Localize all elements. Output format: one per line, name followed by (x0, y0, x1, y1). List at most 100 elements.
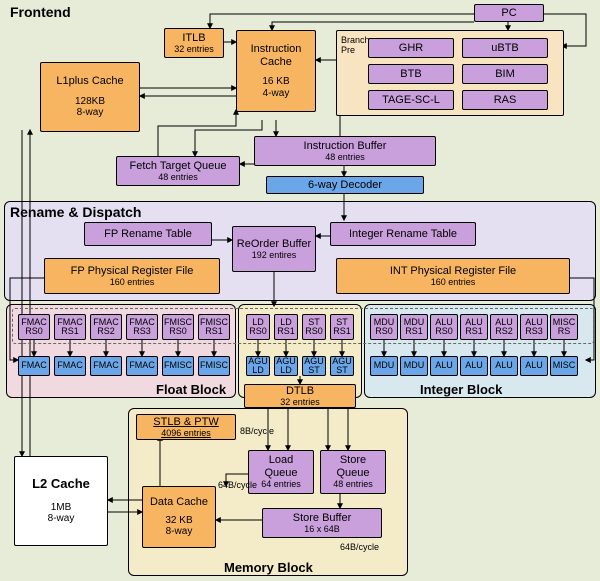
itlb-s: 32 entries (174, 44, 214, 54)
title-frontend: Frontend (10, 4, 71, 20)
int-prf-t: INT Physical Register File (390, 265, 516, 278)
ras-l: RAS (494, 94, 517, 107)
float-rs-3: FMAC RS3 (126, 314, 158, 340)
mem-ex-0: AGU LD (246, 356, 270, 376)
int-rs-5: ALU RS3 (520, 314, 548, 340)
pc-label: PC (501, 7, 516, 20)
fp-rename-l: FP Rename Table (104, 228, 192, 241)
ras-box: RAS (462, 90, 548, 110)
mem-rs-2: ST RS0 (302, 314, 326, 340)
sbuf-box: Store Buffer 16 x 64B (262, 508, 382, 538)
ftq-box: Fetch Target Queue 48 entries (116, 156, 240, 186)
fp-prf-box: FP Physical Register File 160 entries (44, 258, 220, 294)
float-rs-4: FMISC RS0 (162, 314, 194, 340)
int-rs-3: ALU RS1 (460, 314, 488, 340)
l1plus-t: L1plus Cache (56, 75, 123, 88)
float-ex-3: FMAC (126, 356, 158, 376)
dcache-box: Data Cache 32 KB 8-way (142, 486, 216, 548)
int-ex-3: ALU (460, 356, 488, 376)
int-rs-4: ALU RS2 (490, 314, 518, 340)
loadq-box: Load Queue 64 entries (248, 450, 314, 494)
ibuf-t: Instruction Buffer (304, 140, 387, 153)
float-rs-0: FMAC RS0 (18, 314, 50, 340)
dtlb-s: 32 entries (280, 397, 320, 407)
mem-rs-3: ST RS1 (330, 314, 354, 340)
bw1-label: 8B/cycle (240, 426, 274, 436)
float-rs-1: FMAC RS1 (54, 314, 86, 340)
ghr-box: GHR (368, 38, 454, 58)
title-rename: Rename & Dispatch (10, 204, 141, 220)
stlb-s: 4096 entries (161, 428, 211, 438)
loadq-t: Load Queue (251, 454, 311, 479)
ftq-t: Fetch Target Queue (129, 160, 226, 173)
l2-s2: 8-way (48, 513, 75, 525)
btb-box: BTB (368, 64, 454, 84)
float-ex-4: FMISC (162, 356, 194, 376)
ghr-l: GHR (399, 42, 423, 55)
int-ex-2: ALU (430, 356, 458, 376)
rob-t: ReOrder Buffer (237, 238, 311, 251)
bim-box: BIM (462, 64, 548, 84)
int-rs-2: ALU RS0 (430, 314, 458, 340)
int-prf-s: 160 entries (431, 277, 476, 287)
float-ex-2: FMAC (90, 356, 122, 376)
bw2-label: 64B/cycle (218, 480, 257, 490)
rob-box: ReOrder Buffer 192 entires (232, 226, 316, 272)
int-ex-1: MDU (400, 356, 428, 376)
pc-box: PC (474, 4, 544, 22)
storeq-box: Store Queue 48 entries (320, 450, 386, 494)
l1plus-s1: 128KB (75, 96, 105, 108)
sbuf-s: 16 x 64B (304, 524, 340, 534)
icache-s2: 4-way (263, 88, 290, 100)
decoder-l: 6-way Decoder (308, 179, 382, 192)
tage-l: TAGE-SC-L (382, 94, 440, 107)
icache-box: Instruction Cache 16 KB 4-way (236, 30, 316, 112)
ubtb-box: uBTB (462, 38, 548, 58)
l2-box: L2 Cache 1MB 8-way (14, 456, 108, 546)
ibuf-s: 48 entries (325, 152, 365, 162)
int-rename-box: Integer Rename Table (330, 222, 476, 246)
decoder-box: 6-way Decoder (266, 176, 424, 194)
storeq-s: 48 entries (333, 479, 373, 489)
int-ex-4: ALU (490, 356, 518, 376)
dcache-s1: 32 KB (165, 515, 192, 527)
tage-box: TAGE-SC-L (368, 90, 454, 110)
storeq-t: Store Queue (323, 454, 383, 479)
l1plus-box: L1plus Cache 128KB 8-way (40, 62, 140, 132)
itlb-t: ITLB (182, 32, 205, 45)
dtlb-t: DTLB (286, 385, 314, 398)
int-rs-1: MDU RS1 (400, 314, 428, 340)
int-prf-box: INT Physical Register File 160 entries (336, 258, 570, 294)
int-rs-6: MISC RS (550, 314, 578, 340)
int-ex-5: ALU (520, 356, 548, 376)
float-rs-5: FMISC RS1 (198, 314, 230, 340)
float-rs-2: FMAC RS2 (90, 314, 122, 340)
fp-prf-s: 160 entries (110, 277, 155, 287)
itlb-box: ITLB 32 entries (164, 28, 224, 58)
mem-ex-2: AGU ST (302, 356, 326, 376)
int-ex-0: MDU (370, 356, 398, 376)
int-rename-l: Integer Rename Table (349, 228, 457, 241)
dtlb-box: DTLB 32 entries (244, 384, 356, 408)
ftq-s: 48 entries (158, 172, 198, 182)
float-ex-5: FMISC (198, 356, 230, 376)
title-memory: Memory Block (224, 560, 313, 575)
icache-t: Instruction Cache (239, 43, 313, 68)
rob-s: 192 entires (252, 250, 297, 260)
sbuf-t: Store Buffer (293, 512, 352, 525)
mem-ex-3: AGU ST (330, 356, 354, 376)
title-float: Float Block (156, 382, 226, 397)
float-ex-1: FMAC (54, 356, 86, 376)
title-integer: Integer Block (420, 382, 502, 397)
l2-t: L2 Cache (32, 477, 90, 492)
mem-rs-1: LD RS1 (274, 314, 298, 340)
btb-l: BTB (400, 68, 421, 81)
ibuf-box: Instruction Buffer 48 entries (254, 136, 436, 166)
ubtb-l: uBTB (491, 42, 519, 55)
icache-s1: 16 KB (262, 76, 289, 88)
bim-l: BIM (495, 68, 515, 81)
dcache-t: Data Cache (150, 496, 208, 509)
fp-rename-box: FP Rename Table (84, 222, 212, 246)
stlb-box: STLB & PTW 4096 entries (136, 414, 236, 440)
branch-l2: Pre (341, 45, 355, 55)
